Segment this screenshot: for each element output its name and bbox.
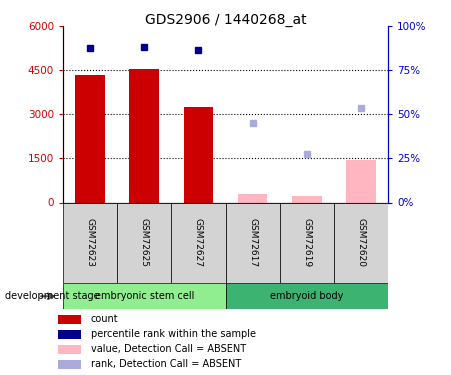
Text: GSM72617: GSM72617 [248,218,257,267]
Bar [171,202,226,283]
Bar [117,202,171,283]
Text: percentile rank within the sample: percentile rank within the sample [91,329,256,339]
Bar [75,75,105,202]
Bar [129,69,159,203]
Text: development stage: development stage [5,291,99,301]
Bar [334,202,388,283]
Bar [184,107,213,202]
Bar [280,202,334,283]
Bar [63,202,117,283]
Bar [226,283,388,309]
Bar [292,196,322,202]
Text: rank, Detection Call = ABSENT: rank, Detection Call = ABSENT [91,360,241,369]
Text: GSM72625: GSM72625 [140,218,149,267]
Bar [346,160,376,202]
Bar [58,345,80,354]
Text: GSM72620: GSM72620 [356,218,365,267]
Text: embryoid body: embryoid body [270,291,343,301]
Text: embryonic stem cell: embryonic stem cell [95,291,194,301]
Text: value, Detection Call = ABSENT: value, Detection Call = ABSENT [91,344,246,354]
Text: GSM72627: GSM72627 [194,218,203,267]
Bar [226,202,280,283]
Bar [63,283,226,309]
Bar [58,360,80,369]
Bar [58,315,80,324]
Bar [238,194,267,202]
Text: GSM72619: GSM72619 [302,218,311,267]
Text: GDS2906 / 1440268_at: GDS2906 / 1440268_at [145,13,306,27]
Text: count: count [91,314,118,324]
Bar [58,330,80,339]
Text: GSM72623: GSM72623 [86,218,95,267]
